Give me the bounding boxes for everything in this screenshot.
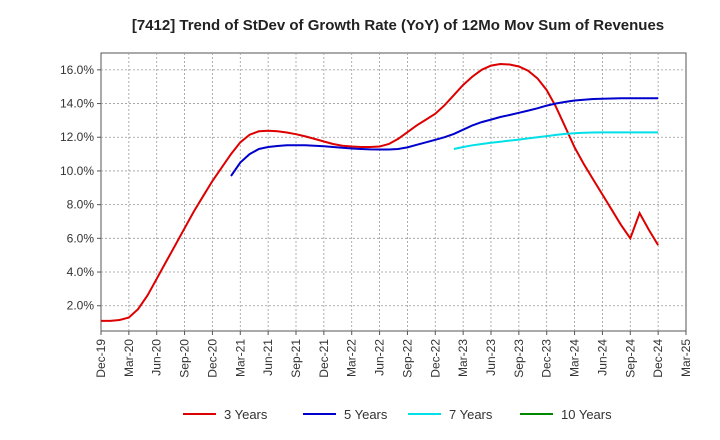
- x-tick-label: Dec-21: [317, 339, 331, 378]
- y-tick-label: 2.0%: [67, 299, 95, 313]
- y-axis-ticks: 2.0% 4.0% 6.0% 8.0% 10.0% 12.0% 14.0% 16.0%: [60, 63, 101, 313]
- x-tick-label: Jun-23: [484, 339, 498, 376]
- y-tick-label: 16.0%: [60, 63, 94, 77]
- x-tick-label: Sep-23: [512, 339, 526, 378]
- series-line-7-years: [453, 131, 659, 150]
- x-tick-label: Dec-22: [428, 339, 442, 378]
- x-tick-label: Dec-23: [540, 339, 554, 378]
- x-tick-label: Mar-25: [679, 339, 693, 377]
- y-tick-label: 14.0%: [60, 97, 94, 111]
- x-axis-ticks: Dec-19 Mar-20 Jun-20 Sep-20 Dec-20 Mar-21 Jun-…: [94, 331, 693, 378]
- x-tick-label: Dec-19: [94, 339, 108, 378]
- x-tick-label: Sep-22: [400, 339, 414, 378]
- x-tick-label: Mar-21: [233, 339, 247, 377]
- series-line-5-years: [230, 97, 659, 177]
- x-tick-label: Sep-24: [623, 339, 637, 378]
- legend-label: 10 Years: [561, 407, 612, 422]
- y-tick-label: 6.0%: [67, 231, 95, 245]
- plot-area: [100, 52, 687, 332]
- x-tick-label: Dec-20: [205, 339, 219, 378]
- y-tick-label: 10.0%: [60, 164, 94, 178]
- x-tick-label: Jun-20: [150, 339, 164, 376]
- x-tick-label: Jun-24: [595, 339, 609, 376]
- legend-label: 5 Years: [344, 407, 388, 422]
- x-tick-label: Sep-21: [289, 339, 303, 378]
- x-tick-label: Jun-22: [373, 339, 387, 376]
- x-tick-label: Sep-20: [178, 339, 192, 378]
- x-tick-label: Mar-24: [568, 339, 582, 377]
- x-tick-label: Jun-21: [261, 339, 275, 376]
- x-tick-label: Dec-24: [651, 339, 665, 378]
- x-tick-label: Mar-23: [456, 339, 470, 377]
- legend-label: 7 Years: [449, 407, 493, 422]
- x-tick-label: Mar-20: [122, 339, 136, 377]
- y-tick-label: 4.0%: [67, 265, 95, 279]
- legend-label: 3 Years: [224, 407, 268, 422]
- series-line-3-years: [101, 62, 659, 322]
- series-lines: [101, 62, 659, 322]
- chart-title: [7412] Trend of StDev of Growth Rate (Yo…: [132, 17, 664, 34]
- x-tick-label: Mar-22: [345, 339, 359, 377]
- legend: 3 Years 5 Years 7 Years 10 Years: [183, 407, 612, 422]
- y-tick-label: 12.0%: [60, 130, 94, 144]
- y-tick-label: 8.0%: [67, 198, 95, 212]
